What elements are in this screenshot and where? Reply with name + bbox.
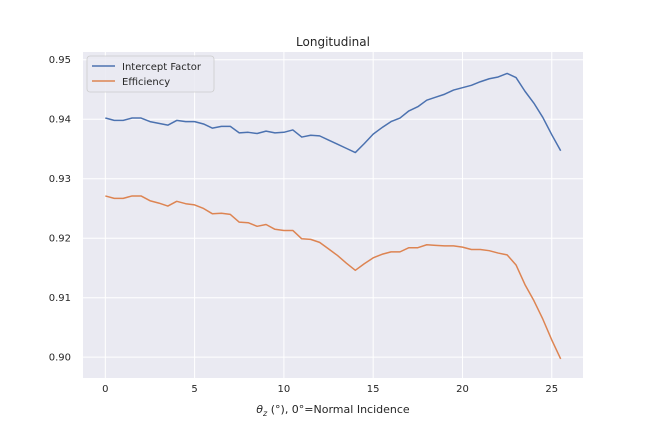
legend: Intercept Factor Efficiency [86,55,215,93]
series-line-efficiency [105,195,562,360]
chart-title: Longitudinal [296,35,370,49]
y-tick-label: 0.93 [49,174,71,185]
x-tick-label: 25 [545,384,558,395]
legend-label-efficiency: Efficiency [122,77,170,88]
x-axis-label-text: (°), 0°=Normal Incidence [267,403,410,416]
x-axis-label: θz (°), 0°=Normal Incidence [256,403,410,418]
plot-area [83,52,583,378]
y-ticks: 0.90 0.91 0.92 0.93 0.94 0.95 [49,55,71,363]
x-tick-label: 10 [278,384,291,395]
x-tick-label: 5 [191,384,197,395]
y-tick-label: 0.95 [49,55,71,66]
series-line-intercept-factor [105,72,562,154]
x-ticks: 0 5 10 15 20 25 [102,384,558,395]
y-tick-label: 0.92 [49,234,71,245]
series-layer [105,72,562,360]
x-tick-label: 15 [367,384,380,395]
y-tick-label: 0.91 [49,293,71,304]
y-tick-label: 0.94 [49,115,71,126]
y-tick-label: 0.90 [49,353,71,364]
legend-box [86,55,215,93]
x-axis-label-subscript: z [262,409,268,418]
x-tick-label: 20 [456,384,469,395]
legend-label-intercept-factor: Intercept Factor [122,62,202,73]
x-tick-label: 0 [102,384,108,395]
x-axis-label-theta: θ [256,403,263,416]
